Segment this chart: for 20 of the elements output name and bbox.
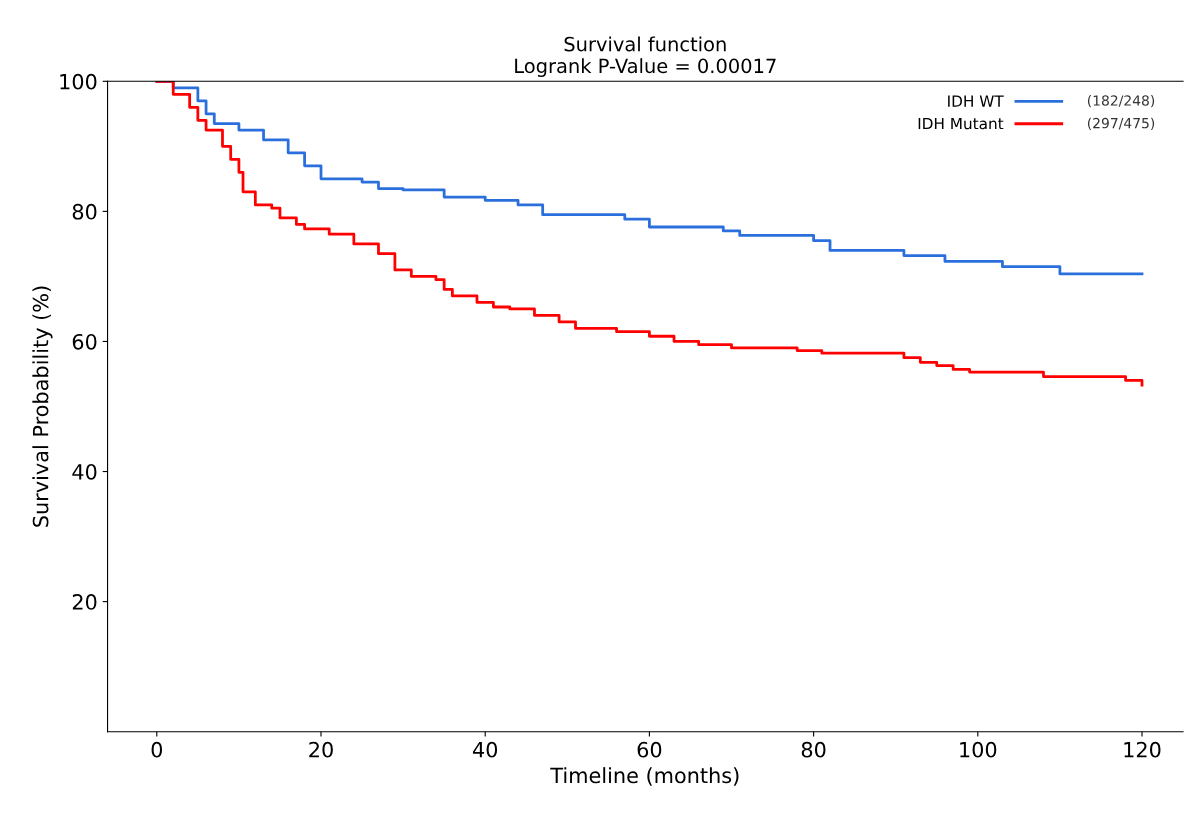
annotation: (182/248) — [1087, 95, 1155, 108]
x-tick-label: 100 — [960, 741, 997, 758]
y-tick-label: 60 — [72, 333, 97, 350]
x-axis-title: Timeline (months) — [550, 767, 739, 786]
chart-title: Survival function — [564, 36, 726, 52]
y-tick-label: 100 — [60, 73, 97, 90]
x-tick-label: 60 — [637, 741, 662, 758]
legend-label: IDH Mutant — [918, 117, 1004, 130]
y-tick-label: 40 — [72, 463, 97, 480]
annotation: (297/475) — [1087, 117, 1155, 131]
x-tick-label: 20 — [309, 741, 333, 758]
x-tick-label: 0 — [151, 741, 163, 758]
x-tick-label: 80 — [801, 741, 826, 758]
x-tick-label: 120 — [1124, 741, 1161, 758]
y-tick-label: 20 — [72, 594, 97, 610]
y-tick-label: 80 — [72, 203, 97, 220]
y-axis-title: Survival Probability (%) — [32, 286, 53, 527]
x-tick-label: 40 — [472, 741, 498, 758]
chart-subtitle: Logrank P-Value = 0.00017 — [515, 58, 776, 78]
legend-label: IDH WT — [948, 95, 1004, 107]
